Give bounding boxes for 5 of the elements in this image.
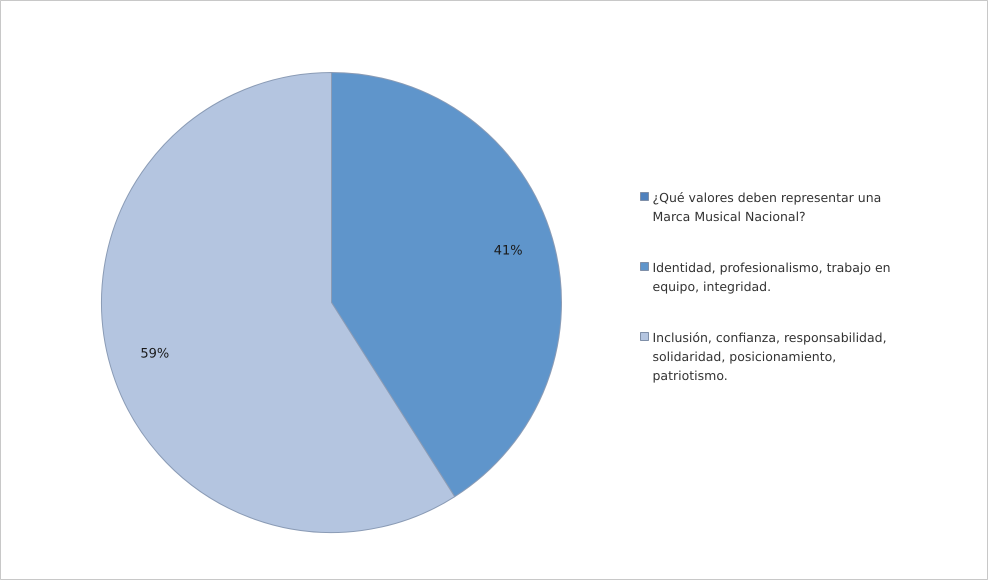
data-label: 59% bbox=[140, 346, 170, 362]
legend-label: Inclusión, confianza, responsabilidad, solidaridad, posicionamiento, patriotismo. bbox=[652, 330, 887, 383]
legend-label: Identidad, profesionalismo, trabajo en equipo, integridad. bbox=[652, 260, 891, 294]
data-label: 41% bbox=[494, 244, 523, 259]
legend-label: ¿Qué valores deben representar una Marca Musical Nacional? bbox=[652, 190, 882, 224]
